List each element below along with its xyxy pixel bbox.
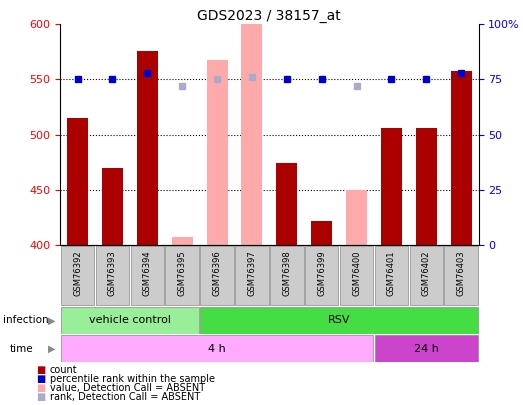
Bar bbox=[311, 221, 332, 245]
Text: GSM76399: GSM76399 bbox=[317, 251, 326, 296]
Text: value, Detection Call = ABSENT: value, Detection Call = ABSENT bbox=[50, 383, 205, 393]
FancyBboxPatch shape bbox=[61, 307, 199, 334]
FancyBboxPatch shape bbox=[374, 246, 408, 305]
Text: ▶: ▶ bbox=[48, 344, 55, 354]
FancyBboxPatch shape bbox=[61, 246, 94, 305]
FancyBboxPatch shape bbox=[445, 246, 478, 305]
FancyBboxPatch shape bbox=[131, 246, 164, 305]
FancyBboxPatch shape bbox=[165, 246, 199, 305]
FancyBboxPatch shape bbox=[61, 335, 373, 362]
Bar bbox=[172, 237, 192, 245]
Text: GSM76401: GSM76401 bbox=[387, 251, 396, 296]
Text: ■: ■ bbox=[37, 374, 46, 384]
Text: vehicle control: vehicle control bbox=[89, 315, 171, 325]
FancyBboxPatch shape bbox=[235, 246, 269, 305]
Text: percentile rank within the sample: percentile rank within the sample bbox=[50, 374, 214, 384]
FancyBboxPatch shape bbox=[374, 335, 478, 362]
Text: 24 h: 24 h bbox=[414, 344, 439, 354]
Bar bbox=[416, 128, 437, 245]
Text: GSM76392: GSM76392 bbox=[73, 251, 82, 296]
Text: RSV: RSV bbox=[328, 315, 350, 325]
Text: GSM76403: GSM76403 bbox=[457, 251, 465, 296]
Text: ■: ■ bbox=[37, 365, 46, 375]
Bar bbox=[451, 70, 472, 245]
Text: GSM76395: GSM76395 bbox=[178, 251, 187, 296]
FancyBboxPatch shape bbox=[200, 307, 478, 334]
Bar bbox=[381, 128, 402, 245]
Text: rank, Detection Call = ABSENT: rank, Detection Call = ABSENT bbox=[50, 392, 200, 402]
Bar bbox=[137, 51, 158, 245]
Bar bbox=[346, 190, 367, 245]
FancyBboxPatch shape bbox=[340, 246, 373, 305]
Text: GSM76394: GSM76394 bbox=[143, 251, 152, 296]
Text: time: time bbox=[9, 344, 33, 354]
FancyBboxPatch shape bbox=[410, 246, 443, 305]
Text: infection: infection bbox=[3, 315, 48, 325]
Text: GSM76393: GSM76393 bbox=[108, 251, 117, 296]
Text: count: count bbox=[50, 365, 77, 375]
FancyBboxPatch shape bbox=[96, 246, 129, 305]
Text: GSM76402: GSM76402 bbox=[422, 251, 431, 296]
Bar bbox=[67, 118, 88, 245]
Text: GSM76396: GSM76396 bbox=[212, 251, 222, 296]
Text: GSM76398: GSM76398 bbox=[282, 251, 291, 296]
Text: GSM76400: GSM76400 bbox=[352, 251, 361, 296]
FancyBboxPatch shape bbox=[200, 246, 234, 305]
Bar bbox=[102, 168, 123, 245]
Text: GSM76397: GSM76397 bbox=[247, 251, 256, 296]
Text: ■: ■ bbox=[37, 392, 46, 402]
Text: 4 h: 4 h bbox=[208, 344, 226, 354]
Bar bbox=[242, 24, 263, 245]
Title: GDS2023 / 38157_at: GDS2023 / 38157_at bbox=[198, 9, 341, 23]
Bar bbox=[276, 163, 297, 245]
FancyBboxPatch shape bbox=[305, 246, 338, 305]
Text: ■: ■ bbox=[37, 383, 46, 393]
Text: ▶: ▶ bbox=[48, 315, 55, 325]
FancyBboxPatch shape bbox=[270, 246, 303, 305]
Bar bbox=[207, 60, 228, 245]
